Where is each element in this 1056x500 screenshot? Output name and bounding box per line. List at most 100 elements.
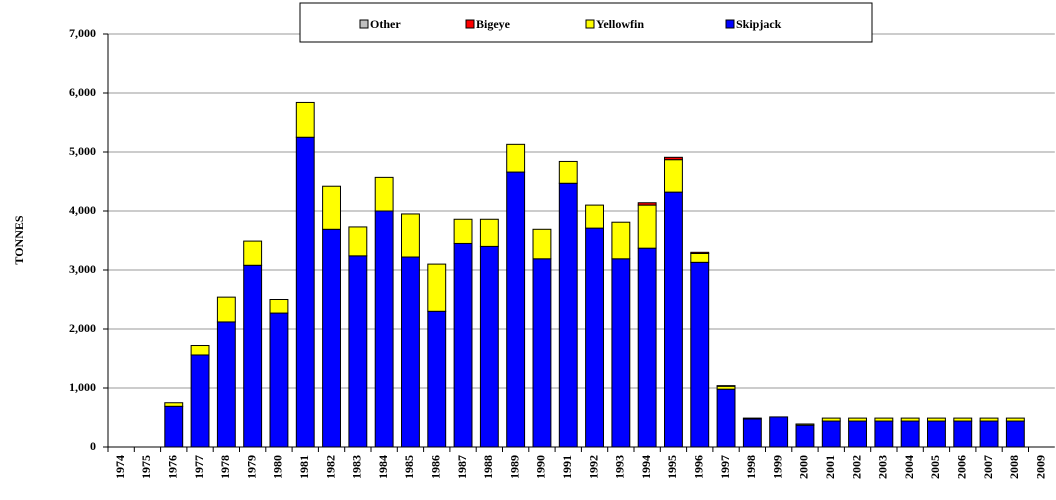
bar-segment <box>269 312 289 448</box>
bar-segment <box>1005 420 1025 448</box>
bar-segment <box>216 321 236 448</box>
bar-segment <box>953 420 973 448</box>
bar-segment <box>821 417 841 422</box>
bar-segment <box>769 416 789 448</box>
bar-segment <box>190 354 210 448</box>
x-tick-label: 1997 <box>718 455 732 479</box>
bar-segment <box>401 256 420 448</box>
x-tick-label: 2001 <box>823 455 837 479</box>
bar-segment <box>216 296 236 323</box>
bar-segment <box>348 255 368 448</box>
x-tick-label: 1999 <box>770 455 784 479</box>
x-tick-label: 1977 <box>192 455 206 479</box>
bar-segment <box>637 247 657 448</box>
bar-segment <box>874 420 894 448</box>
bar-segment <box>848 417 867 422</box>
bar-segment <box>322 228 341 448</box>
bar-segment <box>611 258 631 448</box>
y-tick-label: 4,000 <box>69 203 96 217</box>
x-tick-label: 1987 <box>455 455 469 479</box>
bar-segment <box>690 251 710 254</box>
x-tick-label: 1981 <box>297 455 311 479</box>
x-tick-label: 1998 <box>744 455 758 479</box>
x-tick-label: 1996 <box>692 455 706 479</box>
bar-segment <box>927 420 946 448</box>
bar-segment <box>164 405 184 448</box>
x-tick-label: 1982 <box>323 455 337 479</box>
bar-segment <box>874 417 894 422</box>
bar-segment <box>585 227 604 448</box>
y-tick-label: 2,000 <box>69 321 96 335</box>
legend-label: Other <box>370 17 401 31</box>
bar-segment <box>401 213 420 258</box>
x-tick-label: 1994 <box>639 455 653 479</box>
x-tick-label: 1989 <box>507 455 521 479</box>
y-tick-label: 6,000 <box>69 85 96 99</box>
bar-segment <box>558 182 578 448</box>
bar-segment <box>716 385 736 387</box>
x-tick-label: 2005 <box>928 455 942 479</box>
x-tick-label: 1993 <box>613 455 627 479</box>
x-tick-label: 2004 <box>902 455 916 479</box>
y-tick-label: 7,000 <box>69 26 96 40</box>
bar-segment <box>900 420 920 448</box>
bar-segment <box>664 159 683 193</box>
bar-segment <box>190 345 210 356</box>
x-tick-label: 1991 <box>560 455 574 479</box>
bar-segment <box>427 263 447 312</box>
bar-segment <box>479 245 499 448</box>
bar-segment <box>506 171 526 448</box>
bar-segment <box>900 417 920 422</box>
x-tick-label: 1974 <box>113 455 127 479</box>
bar-segment <box>979 420 999 448</box>
bar-segment <box>690 252 710 263</box>
bar-segment <box>243 264 263 448</box>
bar-segment <box>558 160 578 184</box>
bar-segment <box>690 261 710 448</box>
x-tick-label: 2002 <box>849 455 863 479</box>
bar-segment <box>611 221 631 260</box>
bar-segment <box>821 420 841 448</box>
bar-segment <box>506 143 526 173</box>
x-tick-label: 1984 <box>376 455 390 479</box>
bar-segment <box>742 418 762 448</box>
bar-segment <box>637 204 657 249</box>
x-tick-label: 1980 <box>271 455 285 479</box>
x-tick-label: 1975 <box>139 455 153 479</box>
bar-segment <box>1005 417 1025 422</box>
x-tick-label: 1978 <box>218 455 232 479</box>
x-tick-label: 1976 <box>166 455 180 479</box>
x-tick-label: 2006 <box>955 455 969 479</box>
x-tick-label: 2003 <box>876 455 890 479</box>
bar-segment <box>664 156 683 161</box>
x-tick-label: 1992 <box>586 455 600 479</box>
bar-segment <box>295 101 315 138</box>
bar-segment <box>795 423 815 426</box>
legend-label: Bigeye <box>476 17 511 31</box>
legend-swatch <box>465 19 475 29</box>
bar-segment <box>479 218 499 247</box>
x-tick-label: 1995 <box>665 455 679 479</box>
bar-segment <box>164 402 184 407</box>
x-tick-label: 2000 <box>797 455 811 479</box>
bar-segment <box>427 310 447 448</box>
bar-segment <box>374 210 394 448</box>
bar-segment <box>979 417 999 422</box>
legend-swatch <box>359 19 369 29</box>
bar-segment <box>295 136 315 448</box>
y-tick-label: 3,000 <box>69 262 96 276</box>
bar-segment <box>716 388 736 448</box>
y-tick-label: 0 <box>90 439 96 453</box>
bar-segment <box>453 218 473 244</box>
bar-segment <box>243 240 263 266</box>
x-tick-label: 1988 <box>481 455 495 479</box>
legend-label: Skipjack <box>736 17 782 31</box>
bar-segment <box>795 424 815 448</box>
bar-segment <box>742 417 762 420</box>
bar-segment <box>532 258 552 448</box>
bar-segment <box>585 204 604 229</box>
x-tick-label: 2008 <box>1007 455 1021 479</box>
x-tick-label: 1986 <box>429 455 443 479</box>
bar-segment <box>637 202 657 206</box>
